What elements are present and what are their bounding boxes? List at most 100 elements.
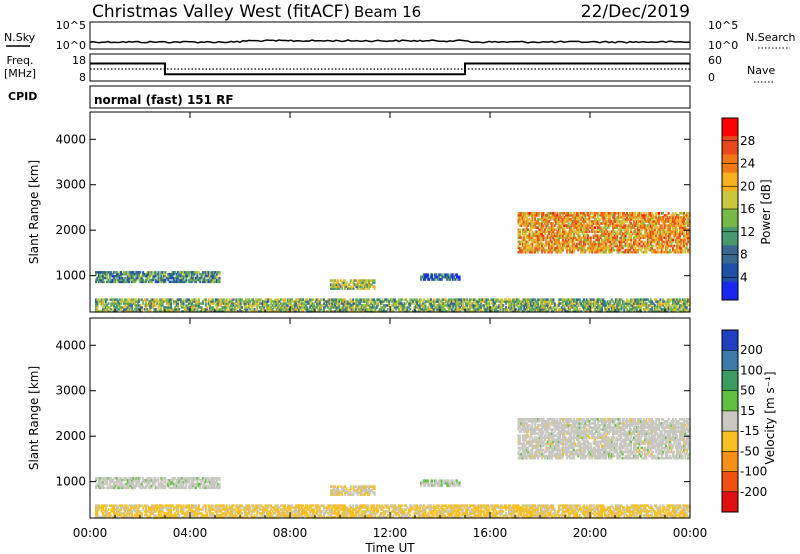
power-cell: [416, 302, 419, 305]
power-cell: [311, 308, 314, 311]
power-cell: [528, 212, 531, 215]
power-cell: [131, 304, 134, 307]
power-cell: [167, 306, 170, 309]
power-cell: [102, 300, 104, 303]
power-cell: [431, 304, 434, 307]
power-cell: [437, 273, 440, 277]
power-cell: [264, 310, 267, 313]
power-cell: [110, 278, 113, 282]
power-cell: [106, 280, 109, 284]
power-cell: [224, 300, 227, 303]
velocity-cell: [132, 504, 135, 507]
power-cell: [234, 308, 236, 311]
power-cell: [570, 228, 573, 231]
power-cell: [520, 302, 523, 305]
power-cell: [364, 304, 367, 307]
power-cell: [337, 287, 339, 290]
power-cell: [139, 304, 142, 307]
power-cell: [370, 308, 373, 311]
power-cell: [172, 302, 175, 305]
power-cell: [557, 234, 560, 238]
velocity-cell: [138, 514, 141, 517]
power-cell: [217, 304, 220, 307]
power-cell: [100, 274, 103, 278]
cpid-value: normal (fast) 151 RF: [94, 93, 234, 107]
power-cell: [602, 220, 605, 223]
power-cell: [372, 281, 375, 284]
power-cell: [575, 230, 578, 233]
power-cell: [582, 238, 585, 242]
power-cell: [651, 234, 653, 238]
power-cell: [624, 250, 627, 254]
power-cell: [136, 273, 139, 276]
power-cell: [524, 300, 527, 303]
colorbar-tick-label: 16: [740, 202, 755, 216]
power-cell: [488, 300, 491, 303]
power-cell: [126, 274, 129, 278]
power-cell: [571, 310, 574, 313]
power-cell: [158, 310, 161, 313]
power-cell: [306, 310, 309, 313]
power-cell: [676, 240, 679, 244]
power-cell: [425, 275, 428, 279]
power-cell: [542, 216, 545, 219]
power-cell: [298, 298, 300, 301]
power-cell: [603, 238, 606, 242]
power-cell: [663, 232, 666, 236]
power-cell: [128, 280, 131, 284]
power-cell: [592, 248, 595, 252]
power-cell: [614, 238, 617, 242]
power-cell: [687, 304, 690, 307]
power-cell: [402, 304, 405, 307]
power-cell: [613, 306, 616, 309]
power-cell: [129, 298, 132, 301]
power-cell: [631, 250, 634, 254]
power-cell: [370, 310, 373, 313]
power-cell: [662, 304, 665, 307]
velocity-cell: [128, 510, 131, 513]
power-cell: [422, 273, 425, 277]
power-cell: [662, 222, 665, 225]
power-cell: [418, 306, 421, 309]
velocity-cell: [113, 508, 116, 511]
power-cell: [567, 238, 570, 242]
power-cell: [584, 236, 587, 240]
power-cell: [430, 304, 432, 307]
power-cell: [563, 242, 566, 246]
velocity-cell: [100, 516, 103, 519]
power-cell: [660, 234, 663, 238]
power-cell: [571, 222, 574, 225]
power-cell: [332, 279, 335, 282]
power-cell: [132, 271, 135, 274]
power-cell: [669, 250, 672, 254]
power-cell: [393, 304, 396, 307]
velocity-cell: [133, 508, 136, 511]
power-cell: [602, 250, 605, 254]
power-cell: [278, 304, 281, 307]
power-cell: [653, 306, 656, 309]
power-cell: [575, 232, 578, 236]
power-cell: [525, 220, 528, 223]
power-cell: [613, 212, 616, 215]
power-cell: [509, 306, 512, 309]
power-cell: [548, 236, 551, 240]
velocity-cell: [157, 514, 160, 517]
power-cell: [623, 228, 626, 231]
power-cell: [676, 232, 679, 236]
power-cell: [669, 308, 672, 311]
power-cell: [599, 246, 602, 250]
power-cell: [99, 271, 102, 274]
power-cell: [121, 306, 124, 309]
power-cell: [443, 302, 446, 305]
power-cell: [211, 274, 214, 278]
velocity-cell: [100, 510, 103, 513]
power-cell: [534, 238, 537, 242]
power-cell: [560, 306, 563, 309]
velocity-cell: [95, 516, 97, 519]
power-cell: [680, 212, 683, 215]
power-cell: [677, 306, 680, 309]
power-cell: [560, 226, 563, 229]
power-cell: [617, 224, 620, 227]
power-cell: [556, 214, 559, 217]
power-cell: [407, 310, 410, 313]
